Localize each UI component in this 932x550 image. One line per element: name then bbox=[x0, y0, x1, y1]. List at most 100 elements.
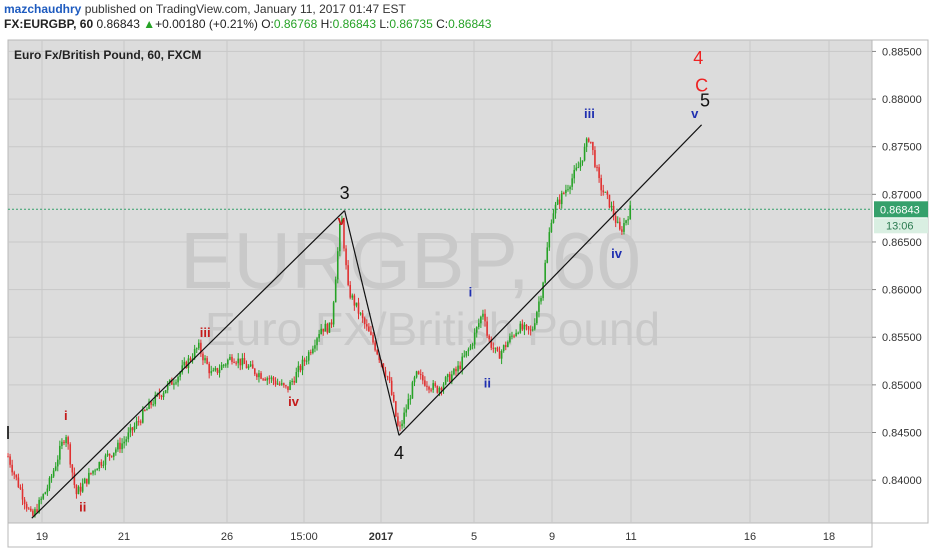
candle-body bbox=[471, 344, 474, 346]
wave-line[interactable] bbox=[398, 124, 703, 436]
candle-body bbox=[13, 472, 16, 475]
candle-body bbox=[527, 326, 530, 330]
candle-body bbox=[610, 205, 613, 208]
candle-body bbox=[115, 449, 117, 453]
candle-body bbox=[509, 336, 511, 343]
candle-body bbox=[546, 247, 549, 263]
candle-body bbox=[567, 189, 569, 191]
candle-body bbox=[455, 368, 457, 372]
y-tick-label: 0.87000 bbox=[882, 189, 922, 201]
candle-body bbox=[428, 386, 430, 390]
countdown-box bbox=[874, 218, 928, 234]
candle-body bbox=[436, 386, 439, 393]
candle-body bbox=[575, 167, 578, 170]
wave-label: 3 bbox=[340, 183, 350, 203]
candle-body bbox=[139, 421, 142, 423]
candle-body bbox=[94, 470, 96, 472]
candle-body bbox=[32, 510, 34, 516]
candle-body bbox=[556, 199, 559, 205]
candle-body bbox=[353, 295, 356, 306]
price-axis[interactable] bbox=[871, 39, 929, 524]
candle-body bbox=[303, 359, 306, 362]
candle-body bbox=[533, 323, 536, 330]
candle-body bbox=[9, 456, 11, 465]
candle-body bbox=[166, 383, 169, 391]
candle-body bbox=[119, 442, 121, 450]
candle-body bbox=[388, 376, 391, 381]
candle-body bbox=[127, 432, 130, 440]
candle-body bbox=[440, 387, 443, 391]
author-link[interactable]: mazchaudhry bbox=[4, 2, 82, 16]
candle-body bbox=[54, 466, 57, 471]
candle-body bbox=[560, 192, 563, 205]
candle-body bbox=[291, 380, 293, 382]
countdown-value: 13:06 bbox=[886, 220, 914, 232]
candle-body bbox=[208, 363, 210, 374]
candle-body bbox=[577, 167, 580, 169]
published-text: published on TradingView.com, January 11… bbox=[81, 2, 406, 16]
candle-body bbox=[52, 470, 55, 477]
symbol-label: FX:EURGBP, 60 bbox=[4, 17, 94, 31]
candle-body bbox=[86, 478, 88, 484]
candle-body bbox=[359, 313, 362, 315]
candle-body bbox=[538, 301, 540, 312]
wave-label: iii bbox=[584, 106, 595, 121]
candle-body bbox=[507, 342, 509, 348]
candle-body bbox=[135, 421, 138, 427]
candle-body bbox=[386, 376, 389, 378]
candle-body bbox=[173, 383, 175, 385]
wave-line[interactable] bbox=[344, 210, 400, 436]
plot-area[interactable] bbox=[7, 39, 873, 524]
candle-body bbox=[504, 345, 507, 348]
candle-body bbox=[63, 441, 65, 444]
candle-body bbox=[463, 355, 466, 357]
candle-body bbox=[287, 386, 289, 390]
candle-body bbox=[71, 464, 74, 473]
candle-body bbox=[106, 453, 109, 456]
x-tick-label: 9 bbox=[549, 531, 555, 543]
candle-body bbox=[198, 342, 200, 349]
close-value: 0.86843 bbox=[448, 17, 492, 31]
candle-body bbox=[554, 204, 557, 214]
candle-body bbox=[262, 378, 264, 380]
price-tag-value: 0.86843 bbox=[880, 204, 920, 216]
candle-body bbox=[332, 302, 335, 325]
candle-body bbox=[600, 178, 602, 191]
candle-body bbox=[616, 221, 619, 223]
candle-body bbox=[552, 213, 555, 223]
wave-line[interactable] bbox=[31, 210, 346, 519]
candle-body bbox=[486, 321, 488, 336]
candle-body bbox=[96, 468, 98, 471]
low-value: 0.86735 bbox=[389, 17, 433, 31]
candle-body bbox=[513, 335, 515, 337]
x-tick-label: 21 bbox=[118, 531, 130, 543]
candle-body bbox=[492, 347, 495, 349]
time-axis[interactable] bbox=[7, 522, 873, 548]
candle-body bbox=[324, 323, 327, 332]
candle-body bbox=[40, 498, 42, 500]
watermark-name: Euro FX/British Pound bbox=[205, 303, 660, 355]
price-change: +0.00180 (+0.21%) bbox=[155, 17, 258, 31]
y-tick-label: 0.84500 bbox=[882, 427, 922, 439]
wave-label: C bbox=[695, 75, 708, 95]
candle-body bbox=[409, 398, 412, 400]
candle-body bbox=[502, 345, 505, 351]
candle-body bbox=[23, 499, 26, 505]
candle-body bbox=[162, 393, 165, 398]
candle-body bbox=[104, 455, 107, 465]
candles bbox=[7, 137, 631, 518]
candle-body bbox=[320, 328, 322, 335]
candle-body bbox=[413, 377, 416, 383]
candle-body bbox=[239, 358, 242, 366]
candle-body bbox=[451, 374, 453, 382]
candle-body bbox=[158, 393, 161, 396]
wave-label: 5 bbox=[700, 91, 710, 111]
grid-lines bbox=[8, 40, 872, 523]
candle-body bbox=[529, 329, 532, 331]
candle-body bbox=[38, 499, 40, 513]
candle-body bbox=[621, 229, 623, 232]
candle-body bbox=[318, 334, 320, 339]
candle-body bbox=[558, 199, 561, 205]
candle-body bbox=[179, 372, 181, 377]
